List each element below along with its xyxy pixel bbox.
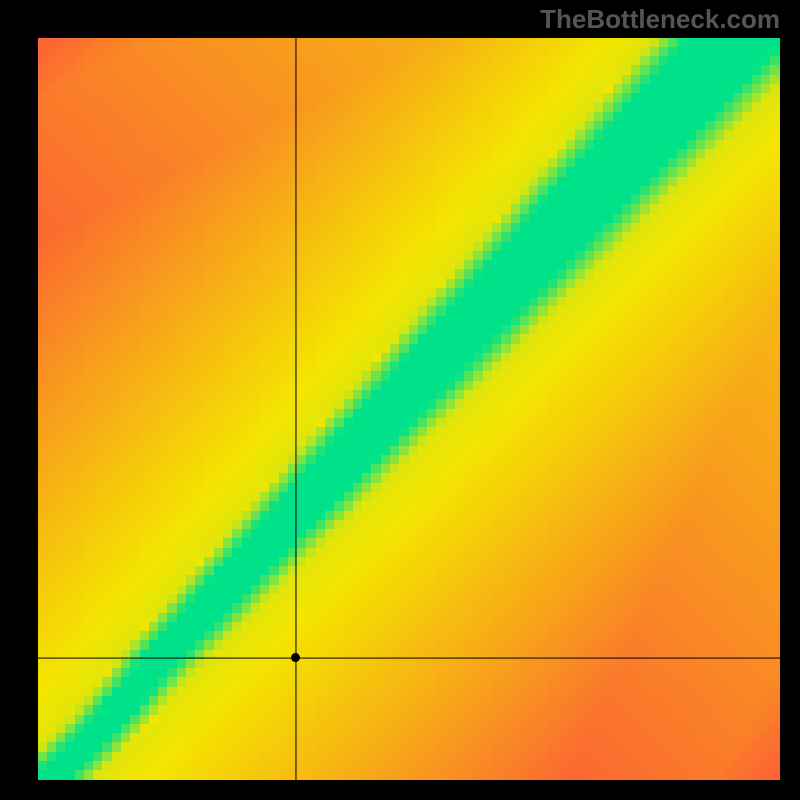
watermark-text: TheBottleneck.com	[540, 4, 780, 35]
bottleneck-heatmap	[38, 38, 780, 780]
chart-container: { "watermark": { "text": "TheBottleneck.…	[0, 0, 800, 800]
